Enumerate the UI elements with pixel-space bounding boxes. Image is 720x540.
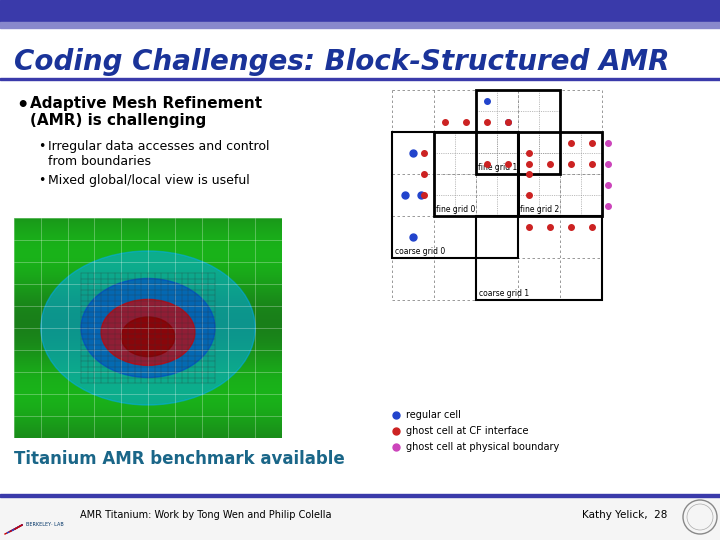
Bar [0, 78, 720, 80]
Text: Adaptive Mesh Refinement
(AMR) is challenging: Adaptive Mesh Refinement (AMR) is challe… [30, 96, 262, 129]
Bar [0, 495, 720, 540]
Text: ghost cell at physical boundary: ghost cell at physical boundary [406, 442, 559, 452]
Ellipse shape [101, 299, 195, 366]
Bar [0, 0, 720, 22]
Text: fine grid 0: fine grid 0 [436, 205, 475, 214]
Ellipse shape [41, 251, 255, 405]
Bar [434, 132, 518, 216]
Text: fine grid 2: fine grid 2 [520, 205, 559, 214]
Text: BERKELEY· LAB: BERKELEY· LAB [26, 522, 64, 527]
Text: •: • [16, 96, 28, 115]
Bar [0, 22, 720, 28]
Ellipse shape [81, 279, 215, 377]
Text: Irregular data accesses and control
from boundaries: Irregular data accesses and control from… [48, 140, 269, 168]
Text: Coding Challenges: Block-Structured AMR: Coding Challenges: Block-Structured AMR [14, 48, 670, 76]
Text: coarse grid 1: coarse grid 1 [479, 289, 529, 298]
Bar [476, 216, 602, 300]
Text: AMR Titanium: Work by Tong Wen and Philip Colella: AMR Titanium: Work by Tong Wen and Phili… [80, 510, 331, 520]
Text: •: • [38, 174, 45, 187]
Bar [392, 132, 518, 258]
Text: Kathy Yelick,  28: Kathy Yelick, 28 [582, 510, 667, 520]
Text: regular cell: regular cell [406, 410, 461, 420]
Text: coarse grid 0: coarse grid 0 [395, 247, 445, 256]
Text: fine grid 1: fine grid 1 [478, 163, 517, 172]
Ellipse shape [121, 317, 175, 356]
Text: Mixed global/local view is useful: Mixed global/local view is useful [48, 174, 250, 187]
Bar [0, 494, 720, 497]
Text: ghost cell at CF interface: ghost cell at CF interface [406, 426, 528, 436]
Bar [518, 132, 602, 216]
Text: •: • [38, 140, 45, 153]
Bar [476, 90, 560, 174]
Bar [0, 28, 720, 495]
Text: Titanium AMR benchmark available: Titanium AMR benchmark available [14, 450, 345, 468]
